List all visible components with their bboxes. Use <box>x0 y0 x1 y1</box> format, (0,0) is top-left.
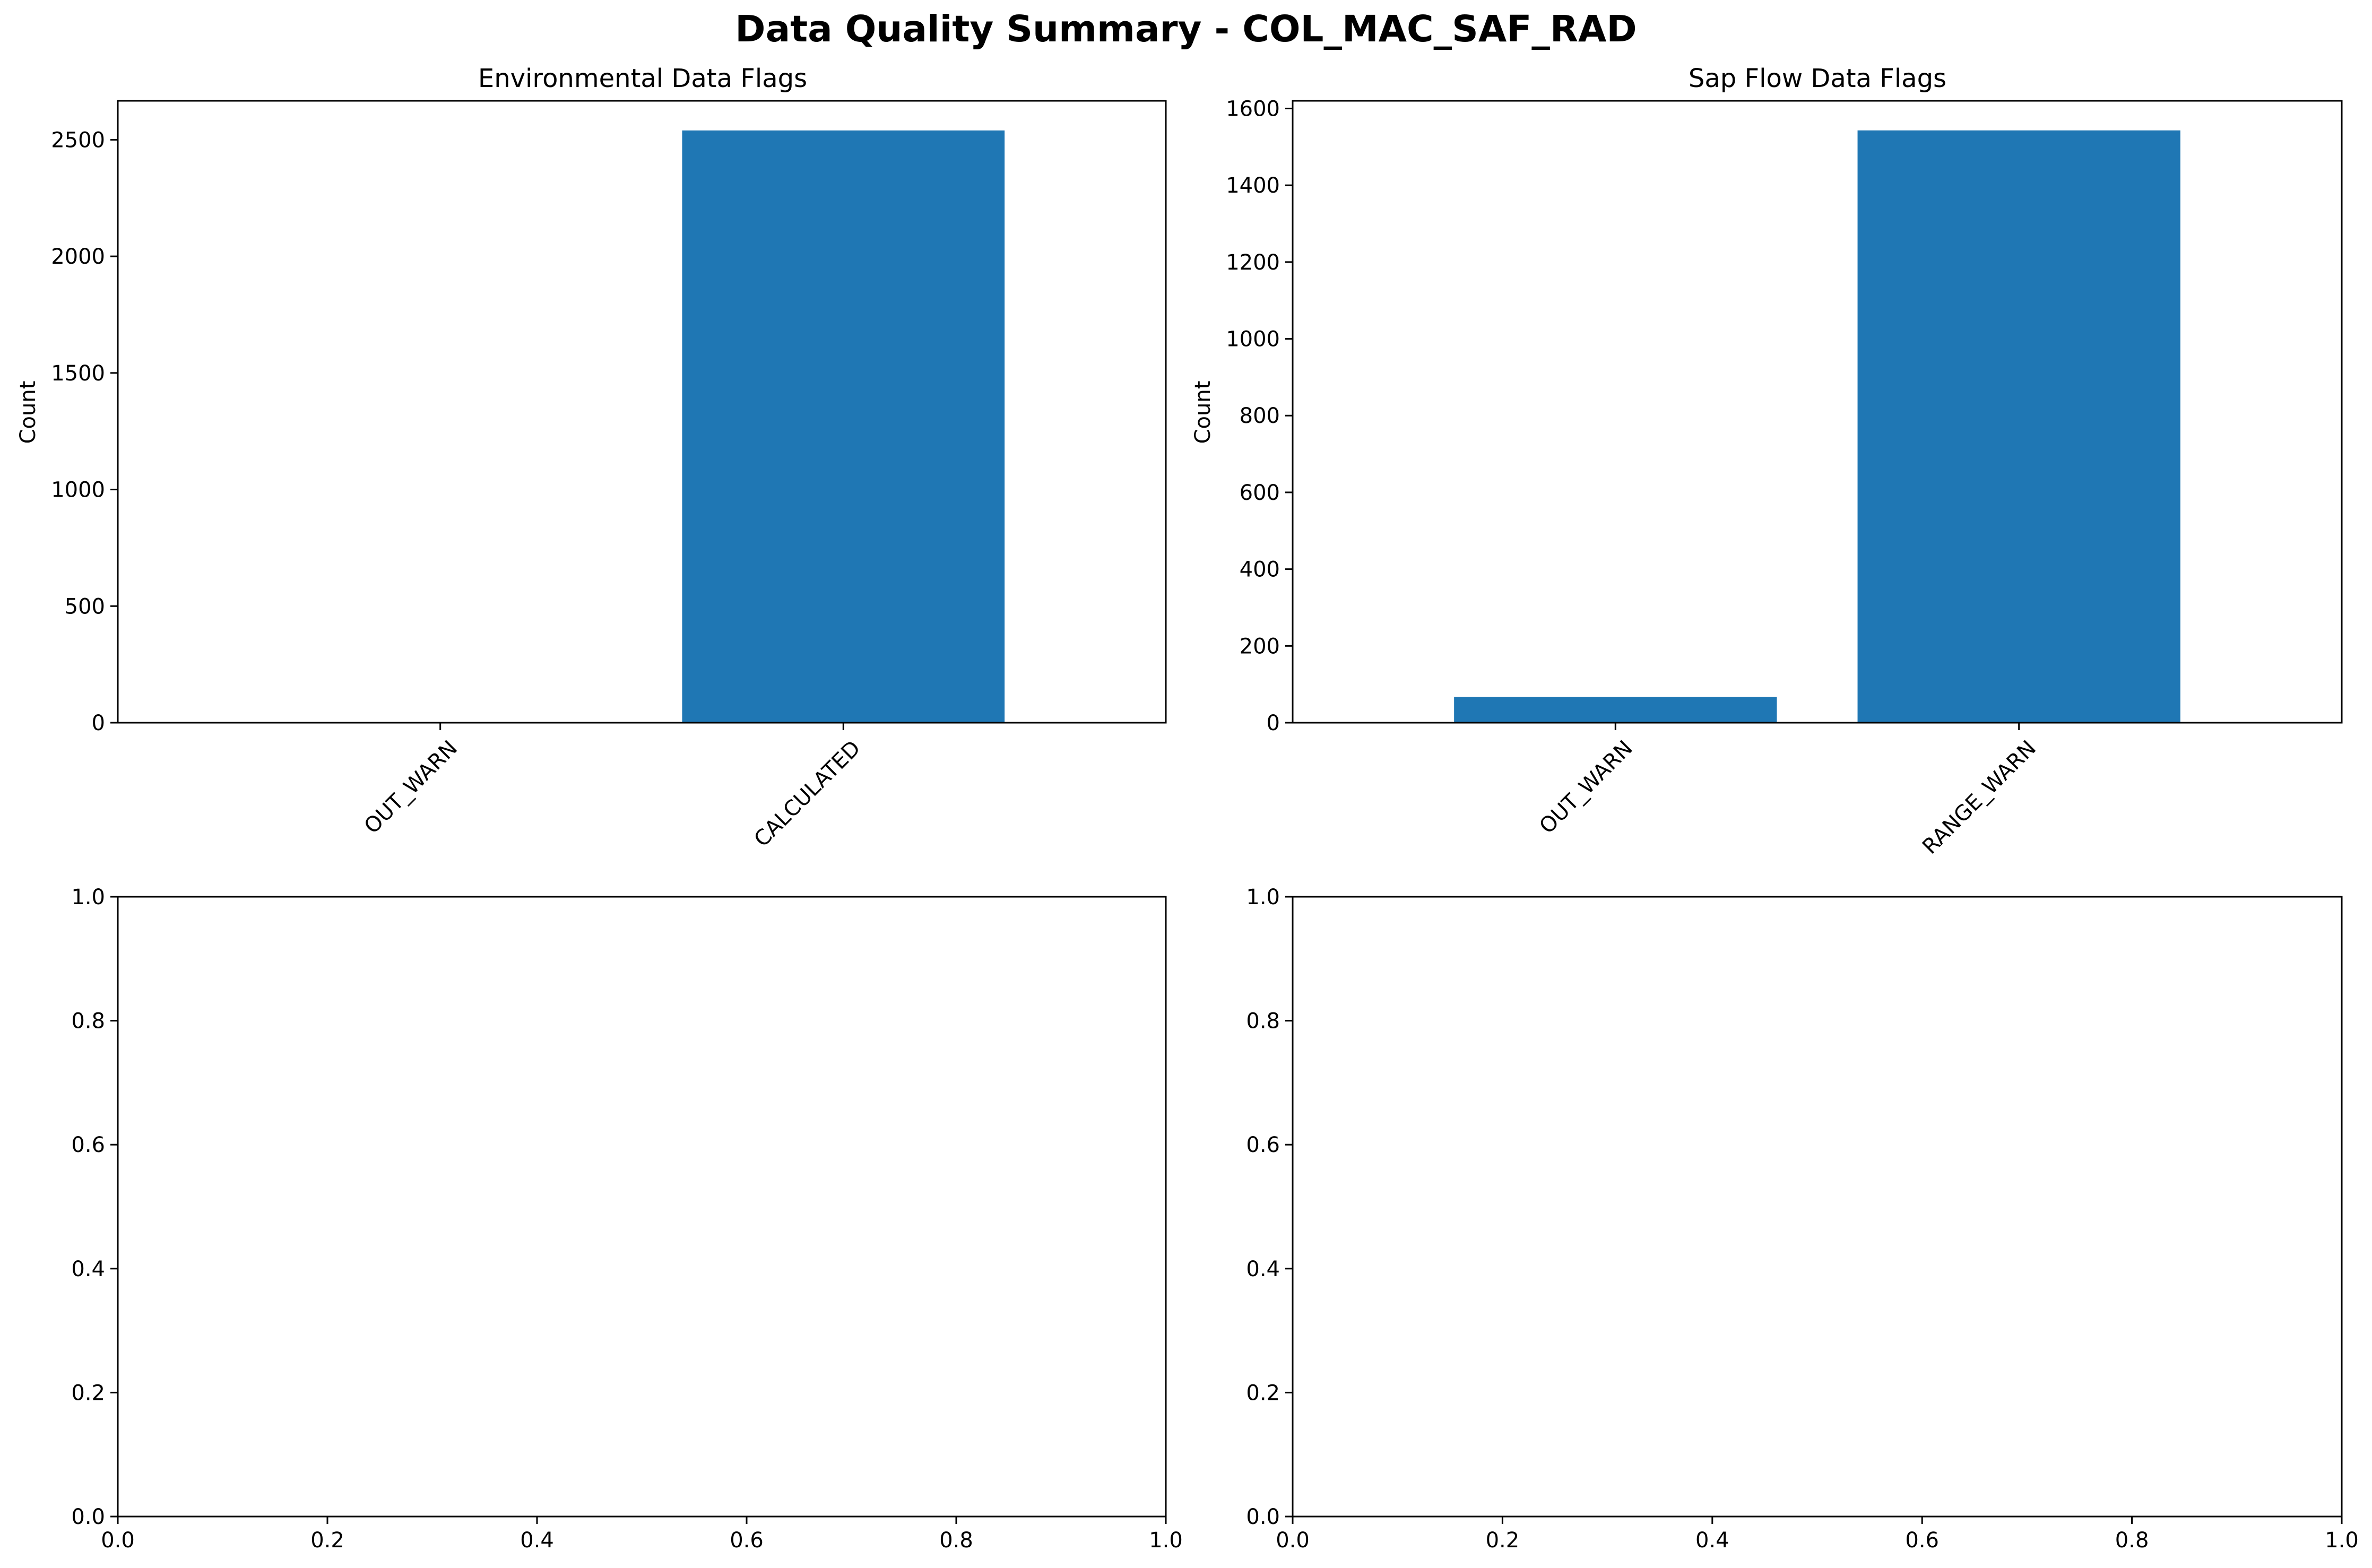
y-tick-label: 0.0 <box>1246 1505 1280 1529</box>
y-tick-label: 1.0 <box>71 885 105 909</box>
y-tick-label: 1.0 <box>1246 885 1280 909</box>
x-tick-label: 0.2 <box>310 1528 344 1553</box>
y-tick-label: 1000 <box>51 478 105 503</box>
y-tick-label: 0 <box>1267 711 1280 735</box>
axes-frame <box>1292 100 2343 724</box>
y-tick-label: 0.4 <box>71 1257 105 1281</box>
y-tick-label: 1500 <box>51 361 105 386</box>
y-tick-label: 1000 <box>1226 327 1280 352</box>
y-tick-label: 0 <box>92 711 105 735</box>
y-tick-label: 0.0 <box>71 1505 105 1529</box>
y-tick-label: 0.8 <box>71 1009 105 1034</box>
y-tick-label: 2000 <box>51 245 105 269</box>
y-tick-label: 1600 <box>1226 97 1280 121</box>
y-tick-label: 2500 <box>51 128 105 152</box>
y-tick-label: 400 <box>1240 558 1280 582</box>
y-tick-label: 0.2 <box>1246 1381 1280 1405</box>
axes-frame <box>117 896 1167 1518</box>
x-tick-label: 0.6 <box>1905 1528 1939 1553</box>
x-tick-label: 1.0 <box>2325 1528 2359 1553</box>
empty-chart-bottom-right: 0.0 0.2 0.4 0.6 0.8 1.0 0.0 0.2 0.4 0.6 0.8 1.0 <box>1246 885 2358 1553</box>
x-tick-label: 0.8 <box>939 1528 973 1553</box>
sap-flow-flags-chart: Sap Flow Data Flags Count OUT_WARN RANGE_… <box>1191 64 2343 859</box>
x-tick-label: 0.6 <box>730 1528 764 1553</box>
environmental-flags-ylabel: Count <box>16 381 40 444</box>
x-tick-label: 0.0 <box>101 1528 135 1553</box>
sap-flow-flags-title: Sap Flow Data Flags <box>1689 64 1946 93</box>
axes-frame <box>117 100 1167 724</box>
y-tick-label: 1200 <box>1226 250 1280 275</box>
y-tick-label: 0.8 <box>1246 1009 1280 1034</box>
y-tick-label: 0.4 <box>1246 1257 1280 1281</box>
x-tick-label: 0.2 <box>1486 1528 1520 1553</box>
x-tick-label: 0.8 <box>2115 1528 2149 1553</box>
sap-flow-flags-ylabel: Count <box>1191 381 1215 444</box>
y-tick-label: 0.2 <box>71 1381 105 1405</box>
axes-frame <box>1292 896 2343 1518</box>
empty-chart-bottom-left: 0.0 0.2 0.4 0.6 0.8 1.0 0.0 0.2 0.4 0.6 0.8 1.0 <box>71 885 1182 1553</box>
y-tick-label: 0.6 <box>71 1133 105 1157</box>
bar-out-warn <box>1454 697 1777 723</box>
x-tick-label: 0.4 <box>1695 1528 1729 1553</box>
x-tick-label: 1.0 <box>1149 1528 1183 1553</box>
x-tick-label: 0.4 <box>520 1528 554 1553</box>
y-tick-label: 200 <box>1240 634 1280 659</box>
figure-title: Data Quality Summary - COL_MAC_SAF_RAD <box>735 8 1637 50</box>
environmental-flags-title: Environmental Data Flags <box>478 64 807 93</box>
bar-calculated <box>682 130 1005 723</box>
y-tick-label: 0.6 <box>1246 1133 1280 1157</box>
x-tick-label: 0.0 <box>1276 1528 1310 1553</box>
y-tick-label: 500 <box>65 594 105 619</box>
y-tick-label: 800 <box>1240 404 1280 428</box>
y-tick-label: 600 <box>1240 481 1280 505</box>
y-tick-label: 1400 <box>1226 174 1280 198</box>
bar-range-warn <box>1857 130 2180 723</box>
